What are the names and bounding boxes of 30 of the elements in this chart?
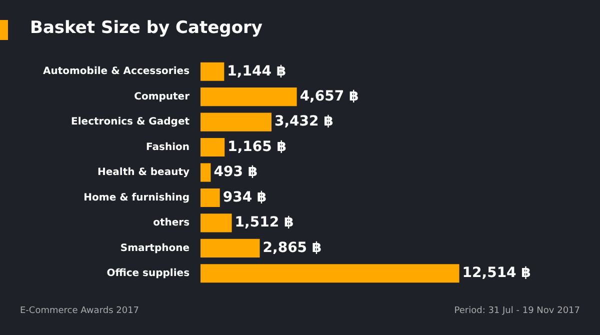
y-tick-label: Office supplies [106, 268, 190, 279]
bar [200, 62, 224, 81]
chart-title: Basket Size by Category [30, 18, 262, 38]
y-tick-label: Smartphone [120, 242, 190, 254]
data-label: 3,432 ฿ [274, 114, 334, 130]
bar [200, 238, 260, 258]
text: Period: 31 Jul - 19 Nov 2017 [454, 306, 580, 316]
y-tick-label: Automobile & Accessories [42, 66, 190, 78]
bar [200, 88, 297, 106]
bar [200, 163, 211, 182]
bar [200, 264, 460, 283]
data-label: 1,165 ฿ [228, 138, 287, 155]
data-label: 493 ฿ [214, 164, 258, 180]
y-tick-label: others [153, 218, 190, 229]
data-label: 2,865 ฿ [262, 240, 322, 256]
bar [200, 214, 232, 232]
y-tick-label: Electronics & Gadget [71, 116, 190, 128]
data-label: 934 ฿ [222, 189, 267, 206]
y-tick-label: Computer [134, 91, 190, 102]
data-label: 1,512 ฿ [234, 214, 294, 231]
y-tick-label: Home & furnishing [84, 192, 190, 204]
bar [200, 112, 272, 132]
data-label: 4,657 ฿ [300, 88, 359, 104]
bar [200, 188, 220, 208]
y-tick-label: Health & beauty [97, 167, 190, 178]
y-tick-label: Fashion [146, 142, 190, 153]
data-label: 12,514 ฿ [462, 265, 531, 282]
text: E-Commerce Awards 2017 [20, 306, 140, 316]
data-label: 1,144 ฿ [227, 63, 286, 80]
bar [200, 138, 225, 157]
